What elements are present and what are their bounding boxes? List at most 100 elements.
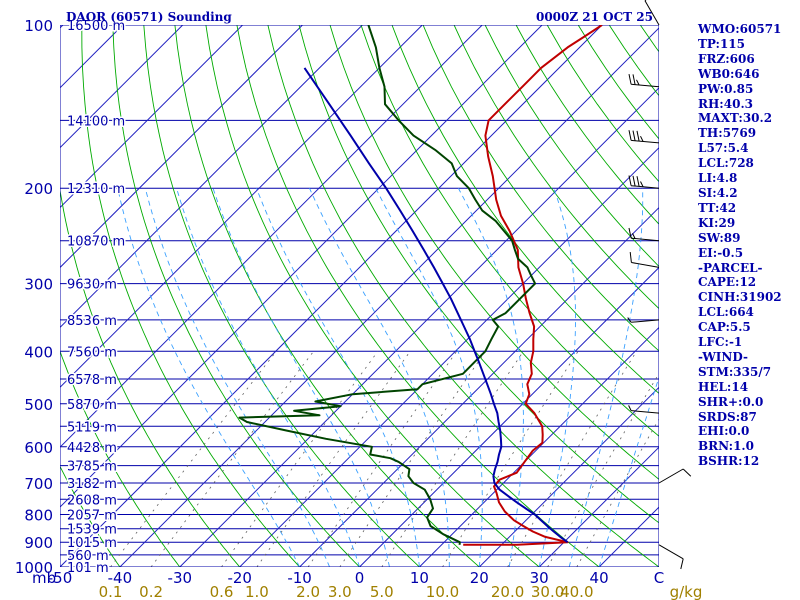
mixing-ratio-tick-label: 5.0 <box>370 583 394 600</box>
dry-adiabat <box>422 25 659 352</box>
mixing-ratio-tick-label: g/kg <box>670 583 703 600</box>
dry-adiabat <box>60 465 121 567</box>
isotherm-line <box>119 27 659 567</box>
mixing-ratio-tick-label: 1.0 <box>245 583 269 600</box>
mixing-ratio-line <box>110 351 277 567</box>
wind-barb <box>644 0 660 26</box>
height-label: 6578 m <box>67 373 117 388</box>
background-grid <box>0 25 659 567</box>
index-line: STM:335/7 <box>698 364 772 379</box>
temperature-tick-label: -10 <box>287 569 312 587</box>
isotherm-line <box>359 266 659 567</box>
dewpoint-trace <box>238 25 537 545</box>
temperature-tick-label: C <box>654 569 664 587</box>
wind-barb <box>658 468 692 484</box>
index-line: CAPE:12 <box>698 275 757 290</box>
parcel-trace <box>303 67 569 544</box>
moist-adiabat <box>212 188 390 567</box>
height-label: 1539 m <box>67 523 117 538</box>
dry-adiabat <box>360 25 659 437</box>
isotherm-line <box>0 25 3 567</box>
index-line: TT:42 <box>698 200 737 215</box>
chart-datetime: 0000Z 21 OCT 25 <box>536 10 653 24</box>
height-label: 3785 m <box>67 460 117 475</box>
dry-adiabat <box>60 349 181 567</box>
mixing-ratio-line <box>339 351 486 567</box>
index-line: RH:40.3 <box>698 96 753 111</box>
index-line: LI:4.8 <box>698 171 738 186</box>
moist-adiabat <box>255 188 420 567</box>
index-line: SI:4.2 <box>698 185 738 200</box>
isotherm-line <box>60 25 483 448</box>
isotherm-line <box>478 386 659 567</box>
dry-adiabat <box>453 25 659 310</box>
isotherm-line <box>60 25 243 209</box>
isotherm-line <box>60 25 423 389</box>
isotherm-line <box>60 25 543 508</box>
height-label: 101 m <box>67 561 109 576</box>
mixing-ratio-line <box>576 418 659 567</box>
isotherm-line <box>239 146 659 567</box>
mixing-ratio-tick-label: 40.0 <box>560 583 593 600</box>
isotherm-line <box>60 25 184 149</box>
height-label: 5870 m <box>67 398 117 413</box>
height-label: 560 m <box>67 549 109 564</box>
pressure-unit-label: mb <box>32 569 56 587</box>
mixing-ratio-line <box>256 351 411 567</box>
mixing-ratio-line <box>381 351 524 567</box>
pressure-tick-label: 700 <box>24 475 53 493</box>
index-line: LCL:728 <box>698 156 754 171</box>
chart-header: DAOR (60571) Sounding 0000Z 21 OCT 25 <box>66 10 653 24</box>
dry-adiabat <box>174 25 480 567</box>
index-line: PW:0.85 <box>698 81 754 96</box>
temperature-tick-label: 20 <box>470 569 489 587</box>
index-line: CINH:31902 <box>698 290 782 305</box>
isotherm-line <box>538 446 659 567</box>
mixing-ratio-line <box>507 351 637 567</box>
temperature-tick-label: 30 <box>530 569 549 587</box>
temperature-tick-label: -40 <box>108 569 133 587</box>
mixing-ratio-line <box>150 351 314 567</box>
stability-indices-panel: WMO:60571 TP:115 FRZ:606 WB0:646 PW:0.85 RH:4… <box>698 22 798 469</box>
height-label: 9630 m <box>67 278 117 293</box>
index-line: MAXT:30.2 <box>698 111 773 126</box>
mixing-ratio-line <box>221 351 379 567</box>
wind-barb <box>627 317 660 323</box>
wind-barb <box>628 73 660 88</box>
mixing-ratio-line <box>307 351 458 567</box>
moist-adiabat <box>568 188 644 567</box>
pressure-tick-label: 900 <box>24 534 53 552</box>
mixing-ratio-tick-label: 3.0 <box>328 583 352 600</box>
dry-adiabat <box>143 25 420 567</box>
moist-adiabat <box>176 188 360 567</box>
isotherm-line <box>299 206 659 567</box>
index-line: -PARCEL- <box>698 260 763 275</box>
index-line: SW:89 <box>698 230 741 245</box>
height-label: 12310 m <box>67 182 125 197</box>
index-line: KI:29 <box>698 215 736 230</box>
wind-barb <box>628 130 660 144</box>
index-line: WB0:646 <box>698 66 760 81</box>
mixing-ratio-tick-label: 2.0 <box>296 583 320 600</box>
height-label: 16500 m <box>67 19 125 34</box>
moist-adiabat <box>117 188 301 567</box>
mixing-ratio-tick-label: 20.0 <box>491 583 524 600</box>
height-label: 2608 m <box>67 493 117 508</box>
index-line: BSHR:12 <box>698 454 760 469</box>
height-label: 14100 m <box>67 114 125 129</box>
temperature-tick-label: 0 <box>355 569 365 587</box>
height-label: 2057 m <box>67 509 117 524</box>
dry-adiabat <box>81 25 300 567</box>
wind-barb <box>628 175 660 189</box>
moist-adiabat <box>375 187 483 567</box>
temperature-tick-label: -50 <box>48 569 73 587</box>
dry-adiabat <box>112 25 360 567</box>
dry-adiabat <box>267 25 659 567</box>
index-line: LCL:664 <box>698 305 754 320</box>
pressure-tick-label: 200 <box>24 180 53 198</box>
pressure-tick-label: 800 <box>24 507 53 525</box>
temperature-tick-label: -30 <box>168 569 193 587</box>
mixing-ratio-tick-label: 30.0 <box>531 583 564 600</box>
pressure-tick-label: 600 <box>24 439 53 457</box>
moist-adiabat <box>538 188 576 567</box>
